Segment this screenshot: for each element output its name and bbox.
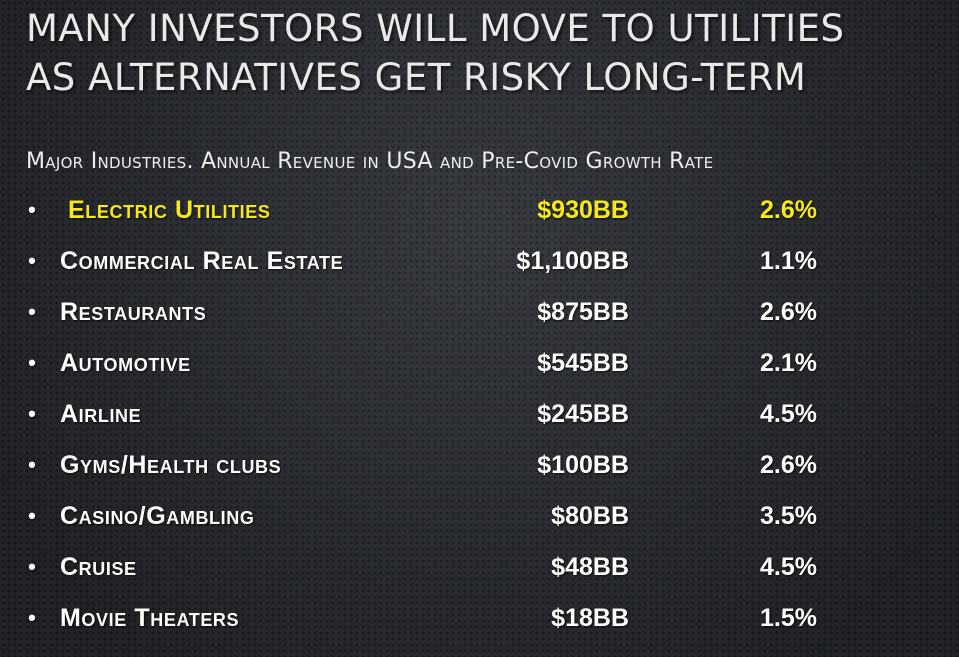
industry-name: Restaurants — [60, 298, 207, 326]
industry-growth: 2.6% — [760, 298, 817, 326]
industry-name: Movie Theaters — [60, 604, 240, 632]
bullet-icon: • — [28, 605, 36, 630]
industry-growth: 2.6% — [760, 451, 817, 479]
industry-growth: 2.6% — [760, 196, 817, 224]
industry-row-electric-utilities: • Electric Utilities $930BB 2.6% — [0, 188, 959, 239]
industry-row-casino-gambling: • Casino/Gambling $80BB 3.5% — [0, 494, 959, 545]
industry-revenue: $875BB — [537, 298, 629, 326]
bullet-icon: • — [28, 554, 36, 579]
industry-name: Casino/Gambling — [60, 502, 255, 530]
industry-growth: 1.5% — [760, 604, 817, 632]
slide-title: Many investors will move to utilities as… — [26, 4, 946, 102]
bullet-icon: • — [28, 452, 36, 477]
bullet-icon: • — [28, 299, 36, 324]
industry-name: Electric Utilities — [68, 196, 271, 224]
industry-list: • Electric Utilities $930BB 2.6% • Comme… — [0, 188, 959, 647]
bullet-icon: • — [28, 401, 36, 426]
industry-name: Airline — [60, 400, 142, 428]
industry-growth: 3.5% — [760, 502, 817, 530]
industry-row-restaurants: • Restaurants $875BB 2.6% — [0, 290, 959, 341]
bullet-icon: • — [28, 197, 36, 222]
industry-revenue: $245BB — [537, 400, 629, 428]
industry-row-airline: • Airline $245BB 4.5% — [0, 392, 959, 443]
industry-name: Cruise — [60, 553, 137, 581]
industry-name: Automotive — [60, 349, 191, 377]
industry-growth: 4.5% — [760, 553, 817, 581]
industry-row-commercial-real-estate: • Commercial Real Estate $1,100BB 1.1% — [0, 239, 959, 290]
industry-row-gyms-health-clubs: • Gyms/Health clubs $100BB 2.6% — [0, 443, 959, 494]
industry-revenue: $930BB — [537, 196, 629, 224]
industry-name: Gyms/Health clubs — [60, 451, 282, 479]
industry-revenue: $545BB — [537, 349, 629, 377]
title-line-1: Many investors will move to utilities — [26, 7, 845, 50]
industry-name: Commercial Real Estate — [60, 247, 344, 275]
industry-revenue: $1,100BB — [516, 247, 629, 275]
bullet-icon: • — [28, 350, 36, 375]
industry-row-movie-theaters: • Movie Theaters $18BB 1.5% — [0, 596, 959, 647]
bullet-icon: • — [28, 248, 36, 273]
title-line-2: as alternatives get risky long-term — [26, 56, 807, 99]
industry-revenue: $100BB — [537, 451, 629, 479]
industry-growth: 1.1% — [760, 247, 817, 275]
industry-revenue: $80BB — [551, 502, 629, 530]
industry-revenue: $48BB — [551, 553, 629, 581]
industry-growth: 4.5% — [760, 400, 817, 428]
industry-growth: 2.1% — [760, 349, 817, 377]
industry-row-automotive: • Automotive $545BB 2.1% — [0, 341, 959, 392]
bullet-icon: • — [28, 503, 36, 528]
industry-row-cruise: • Cruise $48BB 4.5% — [0, 545, 959, 596]
industry-revenue: $18BB — [551, 604, 629, 632]
slide-subtitle: Major Industries. Annual Revenue in USA … — [26, 149, 714, 174]
